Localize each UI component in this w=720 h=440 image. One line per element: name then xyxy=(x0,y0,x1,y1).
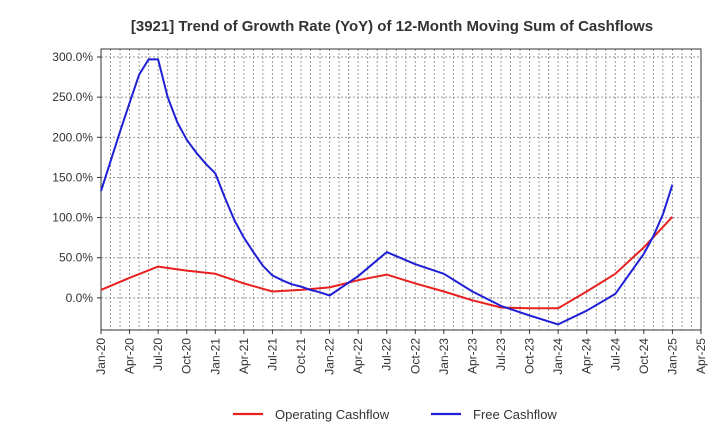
x-tick-label: Jul-22 xyxy=(380,338,394,371)
x-tick-label: Apr-21 xyxy=(237,338,251,374)
series-lines xyxy=(100,58,674,326)
legend: Operating Cashflow Free Cashflow xyxy=(233,407,557,422)
x-tick-label: Oct-24 xyxy=(637,338,651,374)
series-line-free-cashflow xyxy=(100,58,674,326)
legend-label-free-cashflow: Free Cashflow xyxy=(473,407,557,422)
x-tick-label: Oct-20 xyxy=(180,338,194,374)
x-tick-label: Jan-25 xyxy=(665,338,679,375)
x-tick-label: Oct-21 xyxy=(294,338,308,374)
x-tick-label: Jul-23 xyxy=(494,338,508,371)
x-tick-label: Oct-22 xyxy=(408,338,422,374)
series-line-operating-cashflow xyxy=(100,216,674,310)
y-tick-label: 300.0% xyxy=(52,50,93,64)
plot-frame xyxy=(100,48,702,331)
x-tick-label: Jan-23 xyxy=(437,338,451,375)
x-tick-label: Jul-20 xyxy=(151,338,165,371)
x-tick-label: Apr-25 xyxy=(694,338,708,374)
x-tick-label: Apr-22 xyxy=(351,338,365,374)
y-tick-label: 50.0% xyxy=(59,251,93,265)
grid xyxy=(101,49,701,330)
axes: 0.0% 50.0% 100.0% 150.0% 200.0% 250.0% 300.0% J… xyxy=(52,48,708,375)
y-tick-label: 100.0% xyxy=(52,211,93,225)
legend-label-operating-cashflow: Operating Cashflow xyxy=(275,407,390,422)
y-tick-label: 0.0% xyxy=(66,291,94,305)
y-tick-label: 200.0% xyxy=(52,130,93,144)
y-tick-label: 150.0% xyxy=(52,170,93,184)
x-tick-label: Jan-24 xyxy=(551,338,565,375)
x-tick-label: Apr-23 xyxy=(465,338,479,374)
x-tick-label: Oct-23 xyxy=(523,338,537,374)
y-tick-label: 250.0% xyxy=(52,90,93,104)
x-tick-label: Apr-20 xyxy=(123,338,137,374)
x-tick-label: Apr-24 xyxy=(580,338,594,374)
x-tick-label: Jan-22 xyxy=(323,338,337,375)
x-tick-label: Jul-24 xyxy=(608,338,622,371)
x-tick-label: Jan-21 xyxy=(208,338,222,375)
x-tick-label: Jul-21 xyxy=(265,338,279,371)
chart-title: [3921] Trend of Growth Rate (YoY) of 12-… xyxy=(131,18,653,35)
x-tick-label: Jan-20 xyxy=(94,338,108,375)
